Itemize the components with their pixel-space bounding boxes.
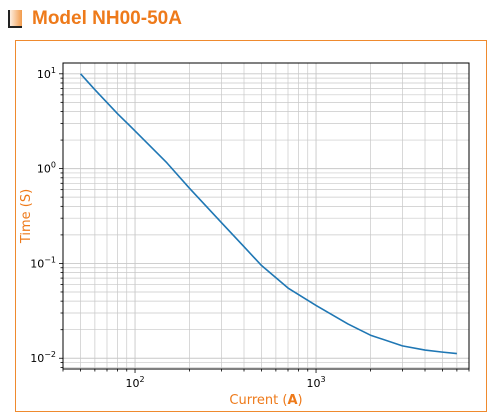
page-title: Model NH00-50A [32,8,182,29]
chart: 102 103 101 100 10−1 10−2 Time (S) Current (A… [19,62,470,408]
plot-frame [62,62,470,370]
series-layer [79,73,457,355]
y-tick-label: 10−1 [30,255,56,270]
title-marker-icon [8,10,22,28]
title-bar: Model NH00-50A [8,6,182,32]
y-tick-label: 101 [37,66,56,81]
grid [62,63,470,369]
series-line [79,73,457,355]
x-tick-label: 103 [306,375,325,390]
x-axis-label: Current (A) [229,393,302,408]
chart-panel: 102 103 101 100 10−1 10−2 Time (S) Current (A… [15,40,487,412]
y-tick-label: 100 [37,161,56,176]
y-axis-label: Time (S) [19,189,34,244]
ticks: 102 103 101 100 10−1 10−2 [30,66,470,390]
y-tick-label: 10−2 [30,350,56,365]
x-tick-label: 102 [125,375,144,390]
